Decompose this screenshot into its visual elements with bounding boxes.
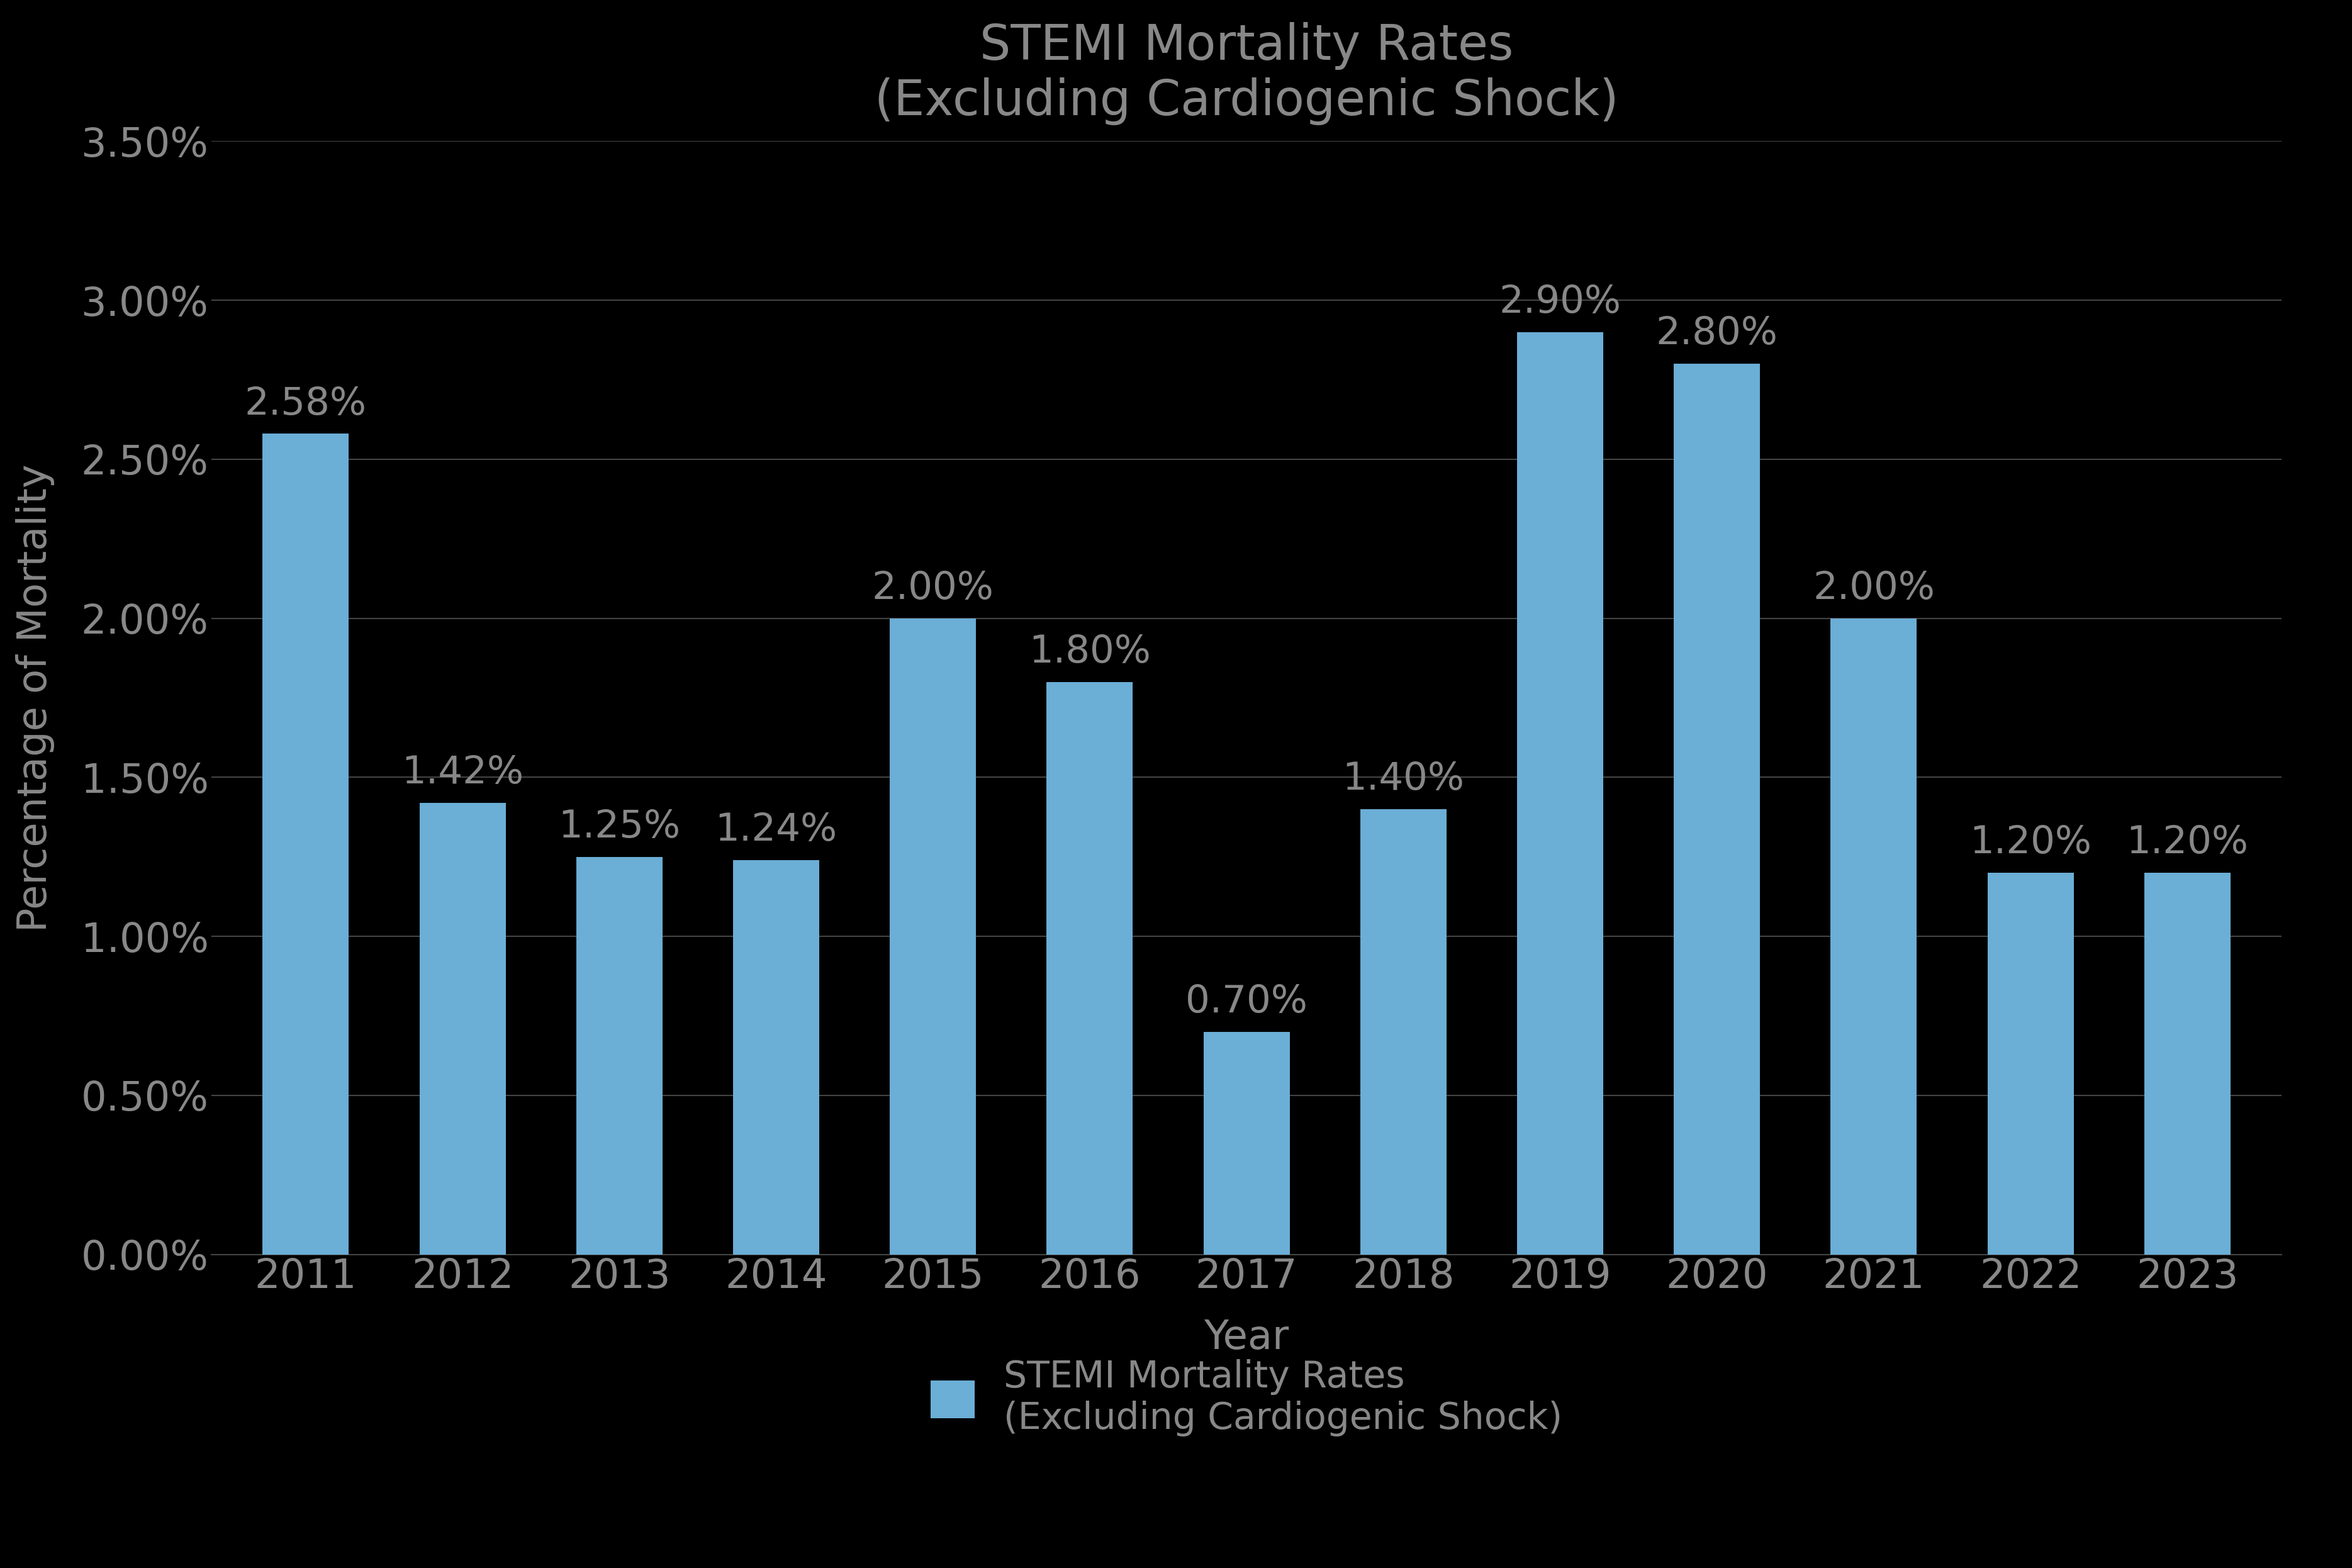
X-axis label: Year: Year xyxy=(1204,1319,1289,1358)
Text: 1.20%: 1.20% xyxy=(2126,825,2249,861)
Bar xyxy=(734,859,818,1254)
Title: STEMI Mortality Rates
(Excluding Cardiogenic Shock): STEMI Mortality Rates (Excluding Cardiog… xyxy=(875,22,1618,125)
Text: 2.90%: 2.90% xyxy=(1498,284,1621,321)
Bar xyxy=(889,618,976,1254)
Y-axis label: Percentage of Mortality: Percentage of Mortality xyxy=(16,464,54,931)
Bar xyxy=(1517,332,1604,1254)
Text: 0.70%: 0.70% xyxy=(1185,983,1308,1021)
Text: 1.40%: 1.40% xyxy=(1343,760,1465,798)
Text: 1.20%: 1.20% xyxy=(1969,825,2091,861)
Text: 1.80%: 1.80% xyxy=(1028,633,1150,671)
Bar xyxy=(2145,873,2230,1254)
Bar xyxy=(1830,618,1917,1254)
Text: 2.00%: 2.00% xyxy=(873,571,995,607)
Text: 1.42%: 1.42% xyxy=(402,754,524,792)
Text: 1.24%: 1.24% xyxy=(715,812,837,848)
Bar xyxy=(1987,873,2074,1254)
Bar xyxy=(576,856,663,1254)
Text: 1.25%: 1.25% xyxy=(557,809,680,845)
Bar xyxy=(1204,1032,1289,1254)
Bar xyxy=(1675,364,1759,1254)
Bar xyxy=(1359,809,1446,1254)
Bar xyxy=(263,434,348,1254)
Text: 2.58%: 2.58% xyxy=(245,386,367,423)
Bar xyxy=(419,803,506,1254)
Text: 2.00%: 2.00% xyxy=(1813,571,1936,607)
Text: 2.80%: 2.80% xyxy=(1656,315,1778,353)
Legend: STEMI Mortality Rates
(Excluding Cardiogenic Shock): STEMI Mortality Rates (Excluding Cardiog… xyxy=(931,1359,1562,1436)
Bar xyxy=(1047,682,1134,1254)
